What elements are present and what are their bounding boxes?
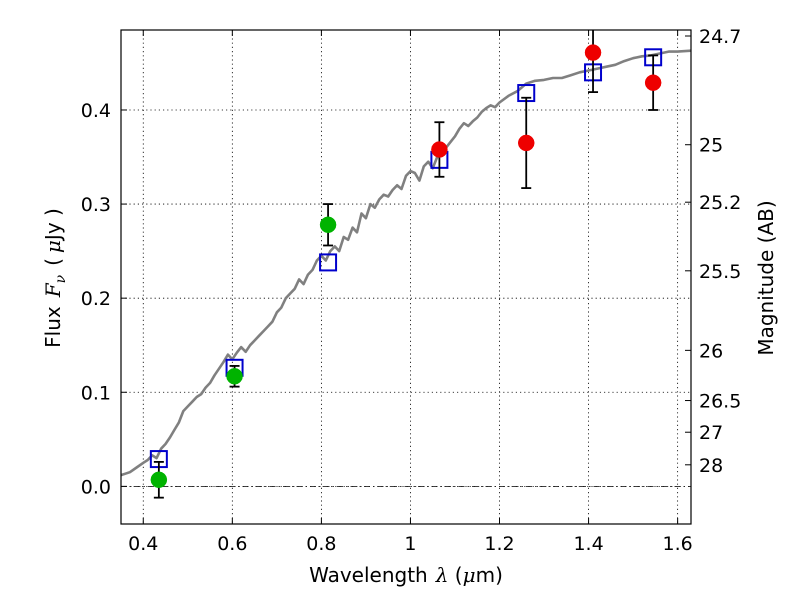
plot-frame xyxy=(120,29,692,525)
magnitude-axis-label: Magnitude (AB) xyxy=(754,200,778,355)
y-tick-label: 0.0 xyxy=(81,476,111,498)
tick-layer: 0.4 0.6 0.8 1 1.2 1.4 1.6 0.0 0.1 0.2 0.3 0.4 24.7 25… xyxy=(81,26,742,555)
observed-flux-point xyxy=(431,141,448,158)
magnitude-tick-label: 26.5 xyxy=(699,391,741,413)
observed-flux-point xyxy=(584,44,602,61)
y-axis-label: FluxFν(μJy ) xyxy=(41,208,69,348)
x-tick-label: 1 xyxy=(404,533,416,555)
observed-flux-point xyxy=(517,134,535,152)
model-photometry-square xyxy=(319,253,338,272)
x-tick-label: 0.8 xyxy=(306,533,336,555)
model-sed-line xyxy=(121,49,691,477)
magnitude-tick-label: 27 xyxy=(699,422,723,444)
y-tick-label: 0.2 xyxy=(81,288,111,310)
magnitude-tick-label: 26 xyxy=(699,340,723,362)
x-tick-label: 0.6 xyxy=(217,533,247,555)
observed-flux-point xyxy=(226,368,243,385)
observed-flux-point xyxy=(319,216,337,234)
x-tick-label: 1.6 xyxy=(663,533,693,555)
observed-flux-point xyxy=(150,471,168,489)
series-layer xyxy=(121,30,691,499)
observed-flux-point xyxy=(644,74,662,91)
x-tick-label: 0.4 xyxy=(128,533,158,555)
magnitude-tick-label: 25 xyxy=(699,135,723,157)
magnitude-tick-label: 25.5 xyxy=(699,261,741,283)
magnitude-tick-label: 25.2 xyxy=(699,192,741,214)
magnitude-tick-label: 28 xyxy=(699,455,723,477)
x-tick-label: 1.2 xyxy=(484,533,514,555)
x-tick-label: 1.4 xyxy=(573,533,603,555)
y-tick-label: 0.4 xyxy=(81,100,111,122)
magnitude-tick-label: 24.7 xyxy=(699,26,741,48)
y-tick-label: 0.3 xyxy=(81,194,111,216)
y-tick-label: 0.1 xyxy=(81,382,111,404)
x-axis-label: Wavelength λ (μm) xyxy=(309,563,503,587)
